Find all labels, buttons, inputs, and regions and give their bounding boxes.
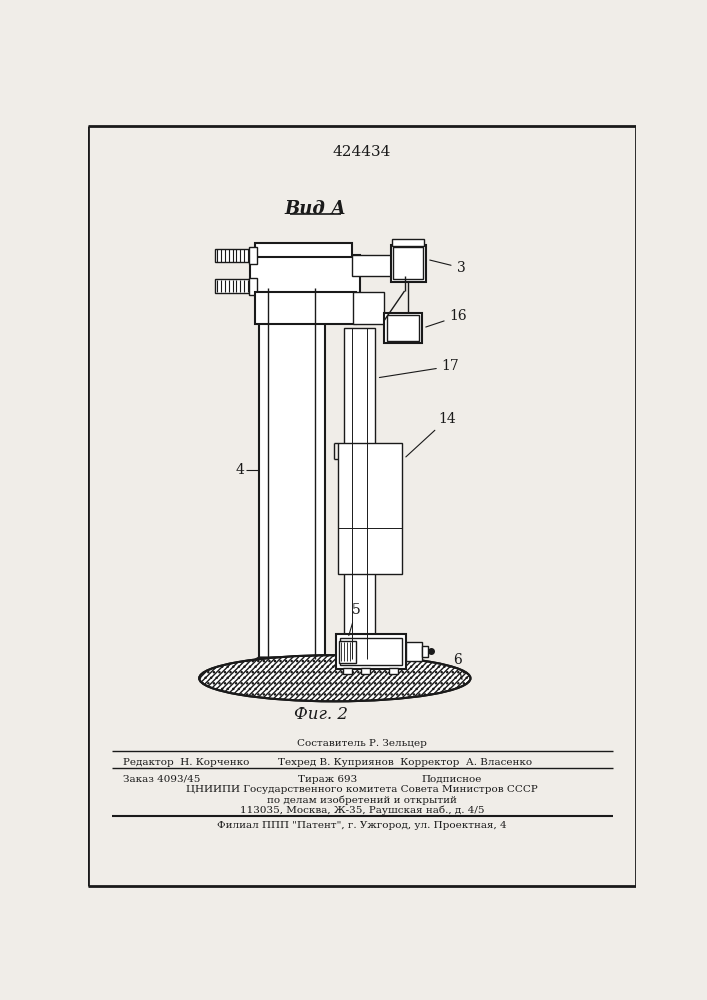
Bar	[215, 249, 253, 262]
Bar	[338, 443, 402, 574]
Bar	[343, 668, 352, 674]
Polygon shape	[237, 657, 346, 671]
Bar	[344, 328, 375, 659]
Text: 5: 5	[349, 603, 361, 636]
Bar	[215, 279, 253, 293]
Text: Техред В. Куприянов  Корректор  А. Власенко: Техред В. Куприянов Корректор А. Власенк…	[279, 758, 532, 767]
Text: ЦНИИПИ Государственного комитета Совета Министров СССР: ЦНИИПИ Государственного комитета Совета …	[186, 785, 538, 794]
Text: Вид А: Вид А	[285, 200, 346, 218]
Bar	[250, 255, 360, 293]
Bar	[392, 239, 424, 246]
Text: 113035, Москва, Ж-35, Раушская наб., д. 4/5: 113035, Москва, Ж-35, Раушская наб., д. …	[240, 805, 484, 815]
Bar	[387, 315, 419, 341]
Text: 17: 17	[380, 359, 460, 378]
Bar	[389, 668, 398, 674]
Text: Заказ 4093/45: Заказ 4093/45	[123, 775, 201, 784]
Ellipse shape	[199, 655, 470, 701]
Text: 3: 3	[430, 260, 465, 275]
Bar	[406, 642, 421, 661]
Text: 424434: 424434	[333, 145, 391, 159]
Bar	[361, 668, 370, 674]
Bar	[391, 245, 426, 282]
Text: Филиал ППП "Патент", г. Ужгород, ул. Проектная, 4: Филиал ППП "Патент", г. Ужгород, ул. Про…	[217, 821, 507, 830]
Bar	[255, 292, 356, 324]
Text: Подписное: Подписное	[421, 775, 482, 784]
Bar	[249, 278, 257, 295]
Text: 16: 16	[426, 309, 467, 327]
Bar	[421, 646, 428, 657]
Text: 14: 14	[406, 412, 457, 457]
Bar	[255, 243, 352, 257]
Text: Тираж 693: Тираж 693	[298, 775, 357, 784]
Text: по делам изобретений и открытий: по делам изобретений и открытий	[267, 795, 457, 805]
Bar	[352, 255, 404, 276]
Bar	[339, 641, 356, 663]
Bar	[259, 288, 325, 659]
Bar	[354, 292, 385, 324]
Text: Фиг. 2: Фиг. 2	[294, 706, 348, 723]
Bar	[393, 247, 423, 279]
Bar	[385, 312, 421, 343]
Text: 6: 6	[452, 653, 462, 679]
Bar	[337, 634, 406, 669]
Text: Составитель Р. Зельцер: Составитель Р. Зельцер	[297, 739, 427, 748]
Text: 4: 4	[235, 463, 244, 477]
Bar	[249, 247, 257, 264]
Text: Редактор  Н. Корченко: Редактор Н. Корченко	[123, 758, 250, 767]
Bar	[340, 638, 402, 665]
Ellipse shape	[199, 655, 470, 701]
